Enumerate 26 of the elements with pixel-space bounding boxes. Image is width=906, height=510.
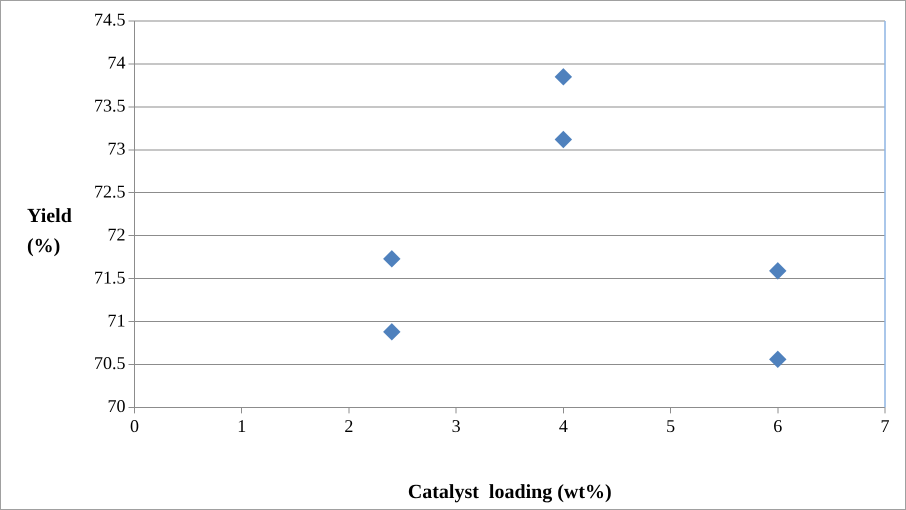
y-tick-label: 72.5	[94, 181, 126, 202]
x-axis-title: Catalyst loading (wt%)	[408, 481, 612, 504]
point	[769, 262, 786, 280]
x-tick-label: 1	[237, 416, 246, 436]
y-tick-label: 70	[108, 396, 126, 416]
y-tick-label: 72	[108, 224, 126, 244]
point	[554, 130, 572, 148]
x-tick-label: 5	[666, 416, 676, 436]
point	[769, 350, 786, 368]
x-tick-label: 3	[452, 416, 461, 436]
point	[554, 68, 572, 86]
y-tick-label: 73.5	[94, 96, 126, 116]
point	[383, 250, 400, 268]
y-tick-label: 73	[108, 138, 126, 159]
y-tick-label: 74	[108, 52, 126, 73]
y-tick-label: 71.5	[94, 267, 126, 288]
x-tick-label: 6	[773, 416, 782, 436]
y-tick-label: 71	[108, 310, 126, 330]
x-tick-label: 7	[880, 416, 890, 436]
x-tick-label: 2	[344, 416, 354, 436]
x-tick-label: 0	[130, 416, 139, 436]
x-tick-label: 4	[558, 416, 568, 436]
y-axis-title: Yield (%)	[27, 204, 73, 259]
y-tick-label: 70.5	[94, 353, 126, 374]
y-tick-label: 74.5	[94, 10, 126, 30]
point	[383, 323, 400, 340]
